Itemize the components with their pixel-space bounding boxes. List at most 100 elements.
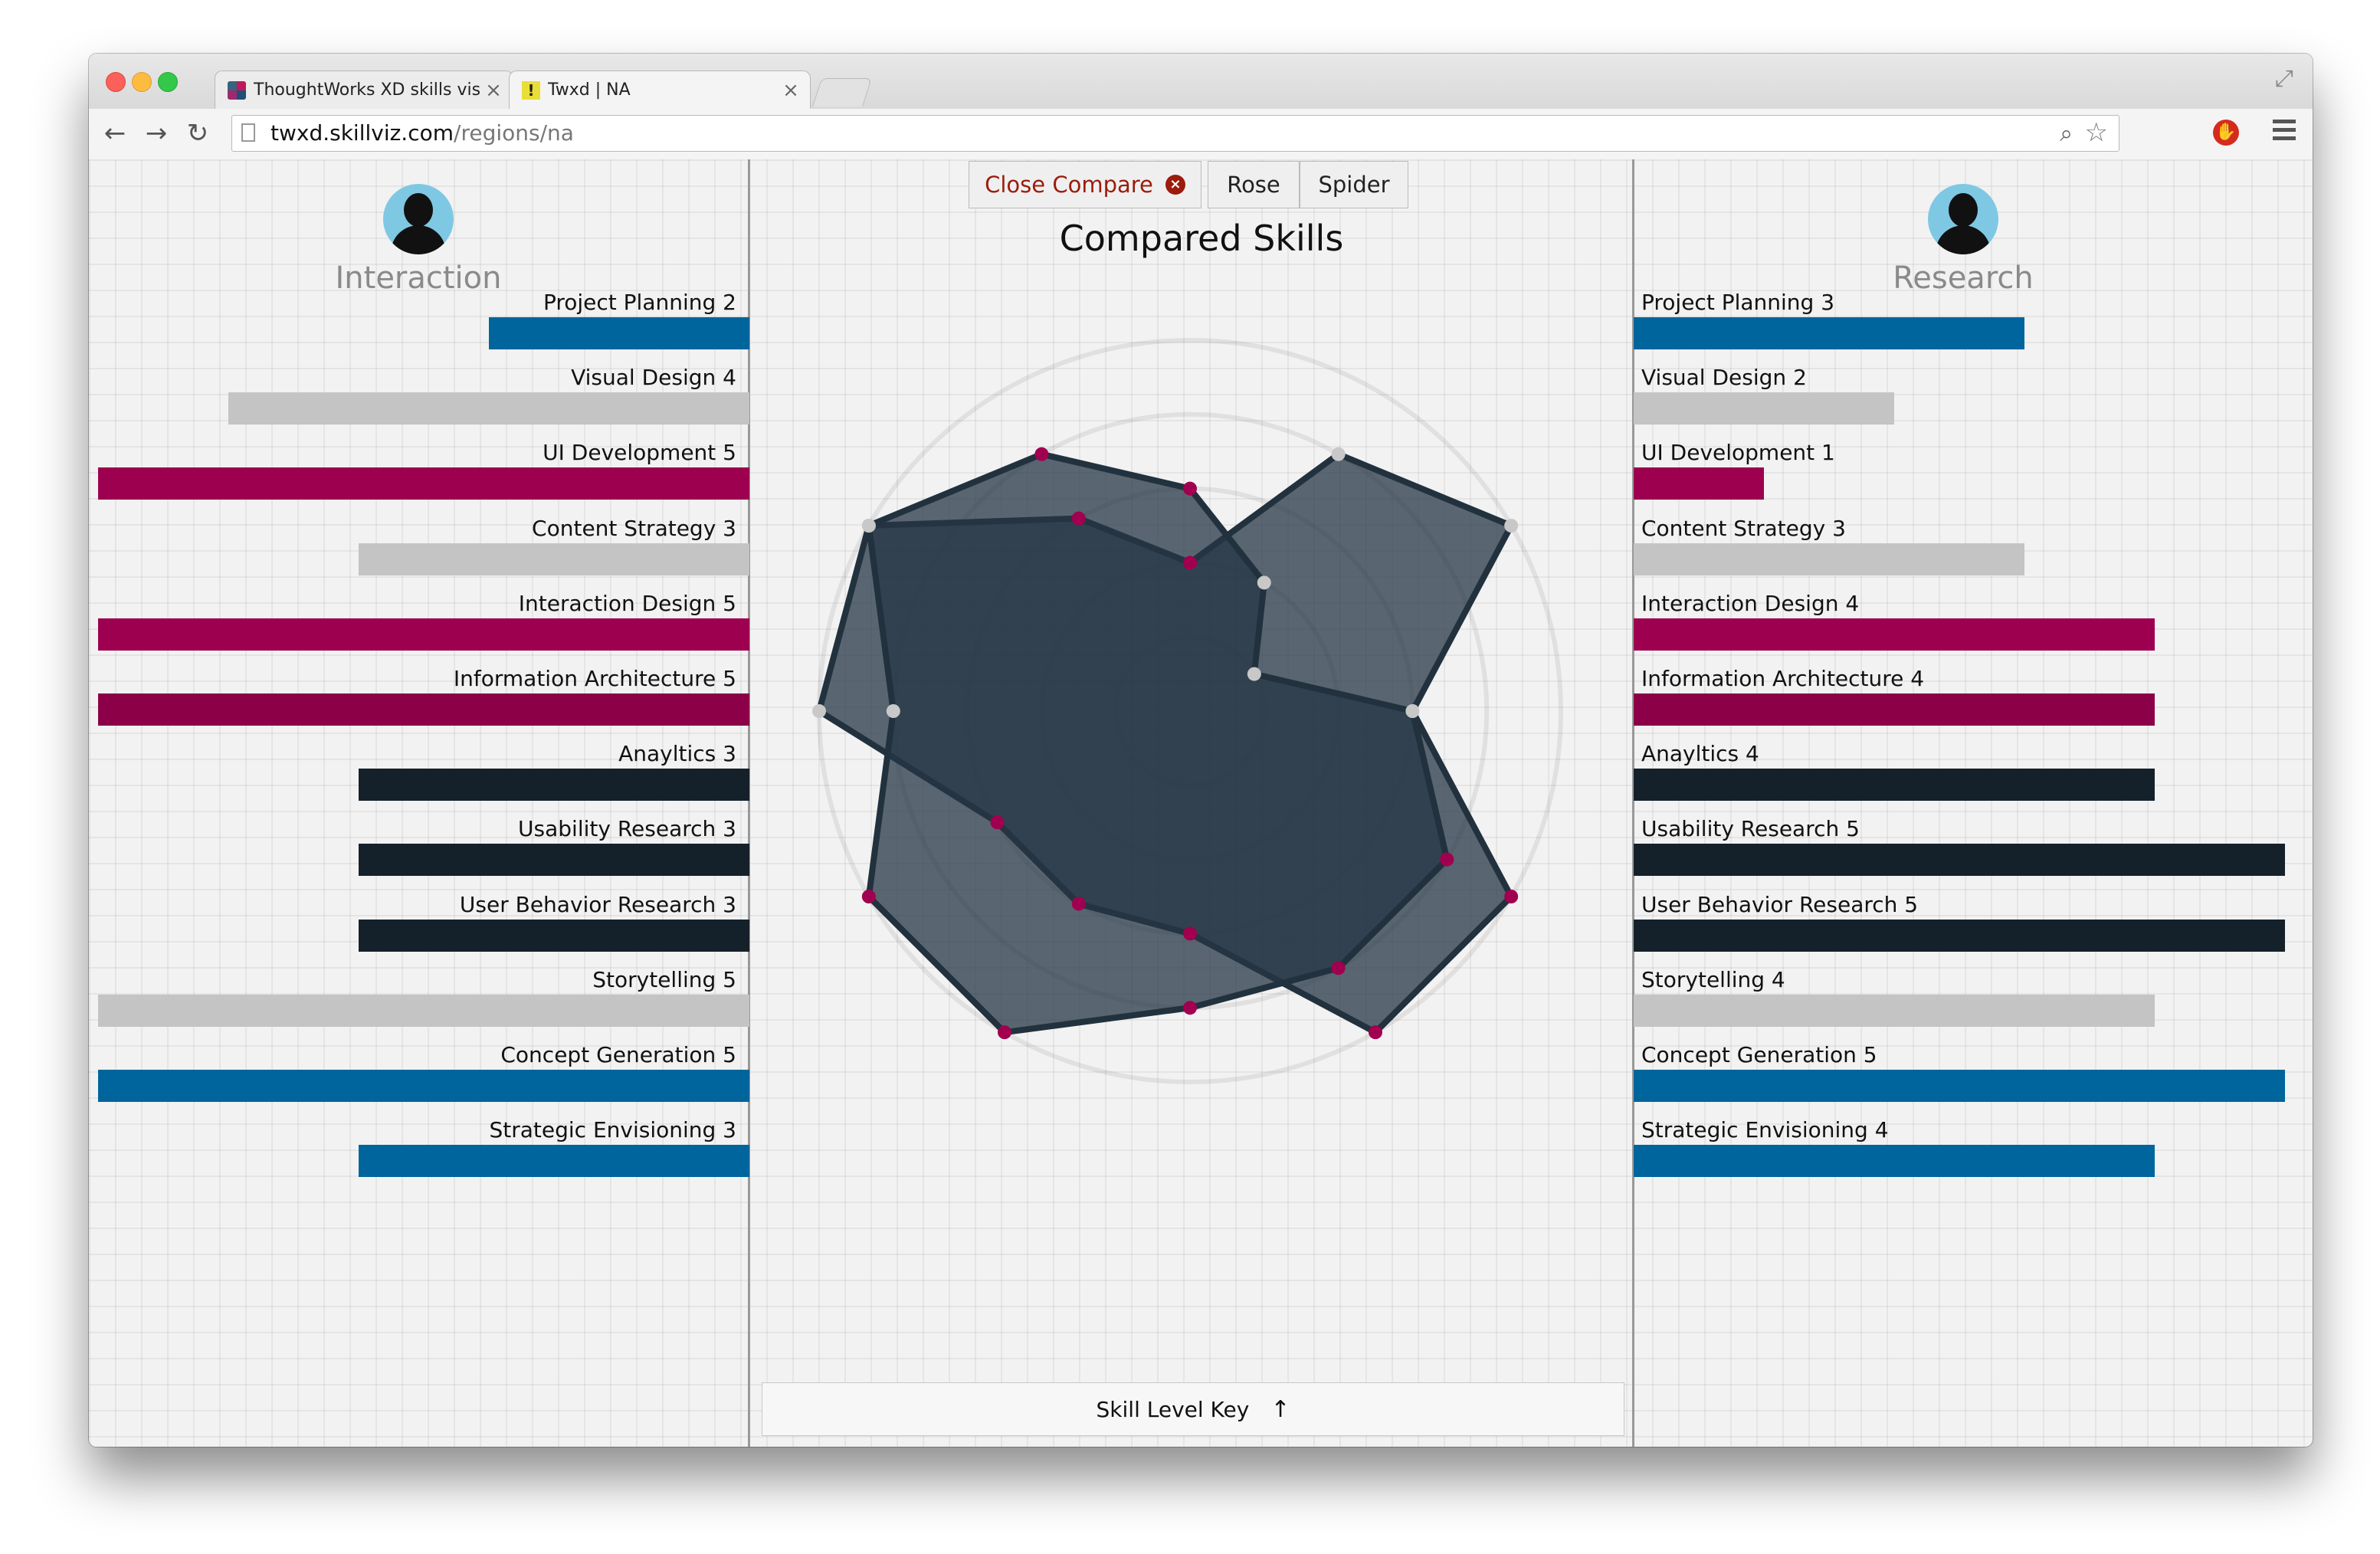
menu-icon[interactable]	[2273, 120, 2296, 146]
research-skill-point	[1183, 481, 1197, 496]
tab-close-icon[interactable]: ×	[485, 78, 502, 102]
skill-bar	[1634, 994, 2155, 1027]
skill-bar	[1634, 543, 2024, 575]
twxd-favicon-icon: !	[522, 80, 540, 100]
skill-bar	[1634, 693, 2155, 726]
skill-bar	[98, 994, 749, 1027]
address-bar[interactable]: twxd.skillviz.com/regions/na ⌕ ☆	[231, 115, 2119, 152]
thoughtworks-favicon-icon	[228, 80, 246, 100]
skill-bar	[1634, 392, 1894, 425]
research-skill-point	[886, 704, 900, 718]
skill-label: Information Architecture 4	[1641, 666, 1925, 691]
page-icon	[241, 123, 255, 142]
skill-label: Visual Design 2	[1641, 365, 1807, 391]
forward-arrow-icon[interactable]: →	[145, 118, 168, 149]
skill-bar	[1634, 317, 2024, 349]
interaction-avatar	[383, 184, 454, 254]
skill-bar	[359, 769, 749, 802]
skill-bar	[359, 844, 749, 877]
radar-ring	[817, 338, 1563, 1084]
back-arrow-icon[interactable]: ←	[103, 118, 126, 149]
interaction-skill-polygon	[816, 451, 1515, 1036]
skill-label: Content Strategy 3	[1641, 515, 1846, 541]
fullscreen-icon[interactable]: ⤢	[2275, 65, 2293, 92]
browser-toolbar: ← → ↻ twxd.skillviz.com/regions/na ⌕ ☆ ✋	[89, 109, 2313, 160]
radar-ring	[890, 411, 1490, 1011]
skill-bar	[228, 392, 749, 425]
research-skill-point	[1247, 667, 1261, 681]
research-skill-point	[1405, 704, 1420, 718]
interaction-skill-point	[990, 815, 1005, 830]
skill-label: Project Planning 2	[543, 290, 736, 315]
skill-label: Interaction Design 4	[1641, 590, 1860, 616]
research-skill-point	[1183, 1001, 1197, 1015]
spider-view-button[interactable]: Spider	[1300, 161, 1408, 208]
skill-bar	[1634, 1145, 2155, 1178]
hand-stop-extension-icon[interactable]: ✋	[2213, 120, 2239, 146]
bookmark-star-icon[interactable]: ☆	[2084, 117, 2108, 148]
skill-label: Storytelling 4	[1641, 966, 1785, 992]
skill-label: Interaction Design 5	[518, 590, 736, 616]
radar-ring	[965, 486, 1415, 936]
url-path: /regions/na	[454, 120, 574, 146]
skill-label: User Behavior Research 3	[459, 891, 736, 917]
tab-thoughtworks[interactable]: ThoughtWorks XD skills vis ×	[215, 70, 513, 109]
chart-title: Compared Skills	[1059, 218, 1344, 259]
minimize-window-button[interactable]	[132, 72, 152, 92]
close-window-button[interactable]	[106, 72, 126, 92]
page-content: Interaction Project Planning 2 Visual Des…	[89, 159, 2313, 1447]
skill-bar	[1634, 919, 2285, 952]
maximize-window-button[interactable]	[158, 72, 178, 92]
research-avatar	[1928, 184, 1998, 254]
skill-bar	[1634, 769, 2155, 802]
skill-label: Visual Design 4	[571, 365, 736, 391]
skill-level-key-button[interactable]: Skill Level Key ↑	[762, 1382, 1624, 1436]
search-icon[interactable]: ⌕	[2060, 120, 2073, 147]
tab-title: ThoughtWorks XD skills vis	[254, 80, 481, 100]
reload-icon[interactable]: ↻	[186, 118, 209, 149]
interaction-skill-point	[1331, 447, 1346, 461]
close-compare-button[interactable]: Close Compare ×	[969, 161, 1201, 208]
new-tab-button[interactable]	[811, 78, 873, 107]
interaction-skill-point	[1071, 897, 1086, 911]
tab-title: Twxd | NA	[548, 80, 631, 100]
skill-bar	[98, 1070, 749, 1102]
radar-ring	[1039, 560, 1341, 862]
skill-label: Storytelling 5	[592, 966, 736, 992]
skill-label: Project Planning 3	[1641, 290, 1835, 315]
skill-label: UI Development 5	[543, 440, 736, 466]
left-divider	[748, 159, 750, 1447]
skill-bar	[1634, 1070, 2285, 1102]
research-skill-point	[1331, 961, 1346, 975]
url-host: twxd.skillviz.com	[270, 120, 454, 146]
interaction-skill-point	[812, 704, 826, 718]
research-skill-point	[1440, 852, 1454, 867]
skill-bar	[98, 693, 749, 726]
research-skill-point	[998, 1025, 1011, 1040]
tab-close-icon[interactable]: ×	[782, 78, 799, 102]
spider-label: Spider	[1318, 172, 1390, 198]
skill-label: Strategic Envisioning 4	[1641, 1117, 1889, 1143]
skill-bar	[489, 317, 749, 349]
rose-view-button[interactable]: Rose	[1208, 161, 1300, 208]
interaction-skill-point	[1405, 704, 1420, 718]
tab-twxd-na[interactable]: ! Twxd | NA ×	[509, 70, 811, 109]
skill-label: Information Architecture 5	[453, 666, 736, 691]
skill-label: UI Development 1	[1641, 440, 1835, 466]
research-skill-point	[1034, 447, 1049, 461]
skill-label: Usability Research 3	[518, 816, 736, 842]
skill-level-key-label: Skill Level Key	[1096, 1396, 1250, 1422]
skill-bar	[359, 543, 749, 575]
skill-label: Content Strategy 3	[532, 515, 736, 541]
up-arrow-icon: ↑	[1270, 1395, 1290, 1423]
skill-bar	[1634, 844, 2285, 877]
skill-label: Concept Generation 5	[500, 1042, 736, 1067]
tab-strip: ThoughtWorks XD skills vis × ! Twxd | NA…	[89, 54, 2313, 109]
research-skill-polygon	[865, 451, 1451, 1036]
left-person-name: Interaction	[335, 261, 502, 296]
interaction-skill-point	[1183, 556, 1197, 570]
skill-bar	[98, 618, 749, 651]
browser-window: ThoughtWorks XD skills vis × ! Twxd | NA…	[89, 54, 2313, 1447]
skill-label: Concept Generation 5	[1641, 1042, 1877, 1067]
interaction-skill-point	[1071, 511, 1086, 526]
